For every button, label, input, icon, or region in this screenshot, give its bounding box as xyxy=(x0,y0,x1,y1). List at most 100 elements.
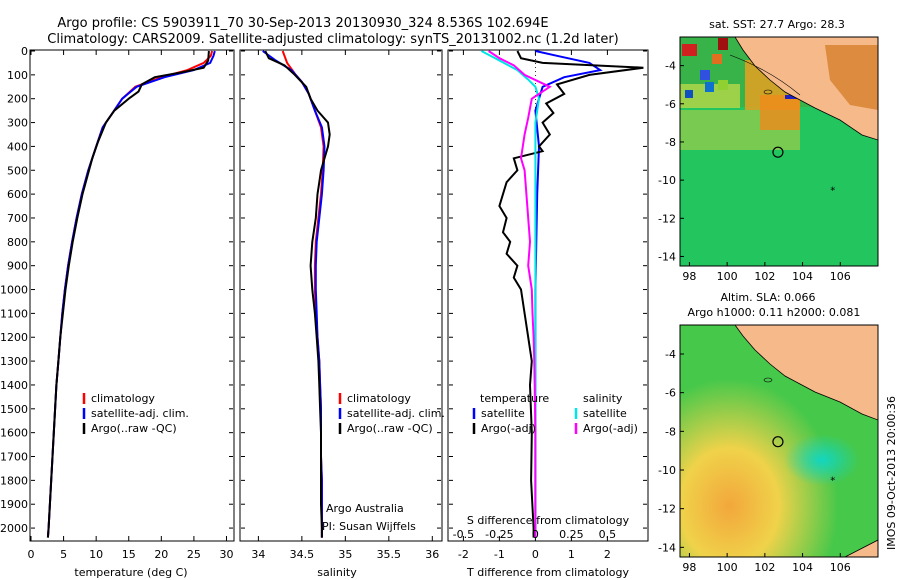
difference-axes-frame xyxy=(447,49,649,542)
map-x-tick-label: 104 xyxy=(792,561,813,574)
map-y-tick-label: -4 xyxy=(665,348,676,361)
salinity-panel: 34 34.5 35 35.5 36 climatology satellite-adj. … xyxy=(239,49,445,579)
sst-map-title: sat. SST: 27.7 Argo: 28.3 xyxy=(709,18,845,31)
sst-map-frame xyxy=(679,36,879,267)
reference-star-marker: * xyxy=(830,186,835,197)
x-tick-label: 15 xyxy=(122,548,136,561)
x-tick-label: 0 xyxy=(28,548,35,561)
s-tick-label: 0.25 xyxy=(559,528,584,541)
legend-label: climatology xyxy=(91,392,155,405)
x-tick-label: 34.5 xyxy=(290,548,315,561)
y-tick-label: 100 xyxy=(7,69,28,82)
x-tick-label: 10 xyxy=(89,548,103,561)
x-tick-label: 35.5 xyxy=(377,548,402,561)
argo-float-marker xyxy=(772,146,784,158)
y-tick-label: 400 xyxy=(7,140,28,153)
s-tick-label: -0.5 xyxy=(453,528,474,541)
difference-top-xlabel: S difference from climatology xyxy=(467,514,630,527)
x-tick-label: -2 xyxy=(458,548,469,561)
y-tick-label: 1300 xyxy=(0,355,28,368)
sla-map-land xyxy=(734,325,878,421)
y-tick-label: 1000 xyxy=(0,284,28,297)
series-line-climatology xyxy=(281,50,325,538)
y-tick-label: 300 xyxy=(7,117,28,130)
header-line-2: Climatology: CARS2009. Satellite-adjuste… xyxy=(47,32,619,47)
legend-label: climatology xyxy=(347,392,411,405)
header-line-1: Argo profile: CS 5903911_70 30-Sep-2013 … xyxy=(57,16,548,31)
sst-map-field xyxy=(680,37,878,266)
y-tick-label: 1700 xyxy=(0,451,28,464)
legend-label: satellite xyxy=(583,407,627,420)
s-tick-label: -0.25 xyxy=(485,528,513,541)
map-y-tick-label: -8 xyxy=(665,136,676,149)
map-x-tick-label: 98 xyxy=(682,270,696,283)
map-x-tick-label: 102 xyxy=(754,561,775,574)
y-tick-label: 700 xyxy=(7,212,28,225)
difference-panel: -2 -1 0 1 2 temperature salinity satellite Argo(… xyxy=(447,49,649,579)
s-tick-label: 0 xyxy=(532,528,539,541)
legend-label: Argo(..raw -QC) xyxy=(91,422,177,435)
x-tick-label: 1 xyxy=(568,548,575,561)
legend-title-temperature: temperature xyxy=(480,392,549,405)
map-y-tick-label: -14 xyxy=(658,250,676,263)
series-line-salinity-argo-adj xyxy=(488,50,552,538)
credit-line-1: Argo Australia xyxy=(326,502,404,515)
imos-timestamp: IMOS 09-Oct-2013 20:00:36 xyxy=(885,396,898,550)
y-tick-label: 1800 xyxy=(0,474,28,487)
salinity-xlabel: salinity xyxy=(317,566,357,579)
sla-map-field xyxy=(680,325,878,557)
x-tick-label: 5 xyxy=(60,548,67,561)
sla-map-panel: Altim. SLA: 0.066 Argo h1000: 0.11 h2000… xyxy=(658,291,879,574)
series-line-climatology xyxy=(46,50,214,538)
y-tick-label: 1100 xyxy=(0,307,28,320)
series-line-salinity-satellite xyxy=(480,50,541,538)
x-tick-label: 25 xyxy=(187,548,201,561)
series-line-satellite-adj-clim xyxy=(46,50,216,538)
legend-label: satellite-adj. clim. xyxy=(91,407,189,420)
y-tick-label: 900 xyxy=(7,260,28,273)
y-tick-label: 1600 xyxy=(0,427,28,440)
legend-label: satellite xyxy=(481,407,525,420)
y-tick-label: 1900 xyxy=(0,498,28,511)
x-tick-label: 30 xyxy=(219,548,233,561)
map-y-tick-label: -4 xyxy=(665,60,676,73)
salinity-axes-frame xyxy=(239,49,443,542)
series-line-argo-raw-qc xyxy=(264,50,331,538)
y-tick-label: 1200 xyxy=(0,331,28,344)
y-tick-label: 600 xyxy=(7,188,28,201)
legend-title-salinity: salinity xyxy=(583,392,623,405)
map-x-tick-label: 104 xyxy=(792,270,813,283)
series-line-argo-raw-qc xyxy=(46,50,210,538)
series-line-temperature-argo-adj xyxy=(498,50,644,538)
legend-label: Argo(-adj) xyxy=(583,422,638,435)
map-y-tick-label: -10 xyxy=(658,464,676,477)
sst-map-panel: sat. SST: 27.7 Argo: 28.3 98 100 102 104 106… xyxy=(658,18,879,283)
temperature-panel: 0 5 10 15 20 25 300100200300400500600700800900… xyxy=(0,45,235,579)
legend-label: satellite-adj. clim. xyxy=(347,407,445,420)
y-tick-label: 1500 xyxy=(0,403,28,416)
difference-xlabel: T difference from climatology xyxy=(466,566,629,579)
map-y-tick-label: -12 xyxy=(658,212,676,225)
map-x-tick-label: 98 xyxy=(682,561,696,574)
x-tick-label: 34 xyxy=(251,548,265,561)
legend-label: Argo(-adj) xyxy=(481,422,536,435)
s-tick-label: 0.5 xyxy=(599,528,617,541)
argo-float-marker xyxy=(772,436,784,448)
map-y-tick-label: -14 xyxy=(658,541,676,554)
map-y-tick-label: -8 xyxy=(665,425,676,438)
x-tick-label: 36 xyxy=(425,548,439,561)
y-tick-label: 2000 xyxy=(0,522,28,535)
map-y-tick-label: -10 xyxy=(658,174,676,187)
y-tick-label: 200 xyxy=(7,93,28,106)
map-x-tick-label: 106 xyxy=(830,561,851,574)
reference-star-marker: * xyxy=(830,476,835,487)
sla-map-frame xyxy=(679,324,879,558)
y-tick-label: 800 xyxy=(7,236,28,249)
map-y-tick-label: -6 xyxy=(665,387,676,400)
x-tick-label: 20 xyxy=(154,548,168,561)
map-x-tick-label: 106 xyxy=(830,270,851,283)
temperature-xlabel: temperature (deg C) xyxy=(74,566,187,579)
map-y-tick-label: -12 xyxy=(658,503,676,516)
map-x-tick-label: 102 xyxy=(754,270,775,283)
